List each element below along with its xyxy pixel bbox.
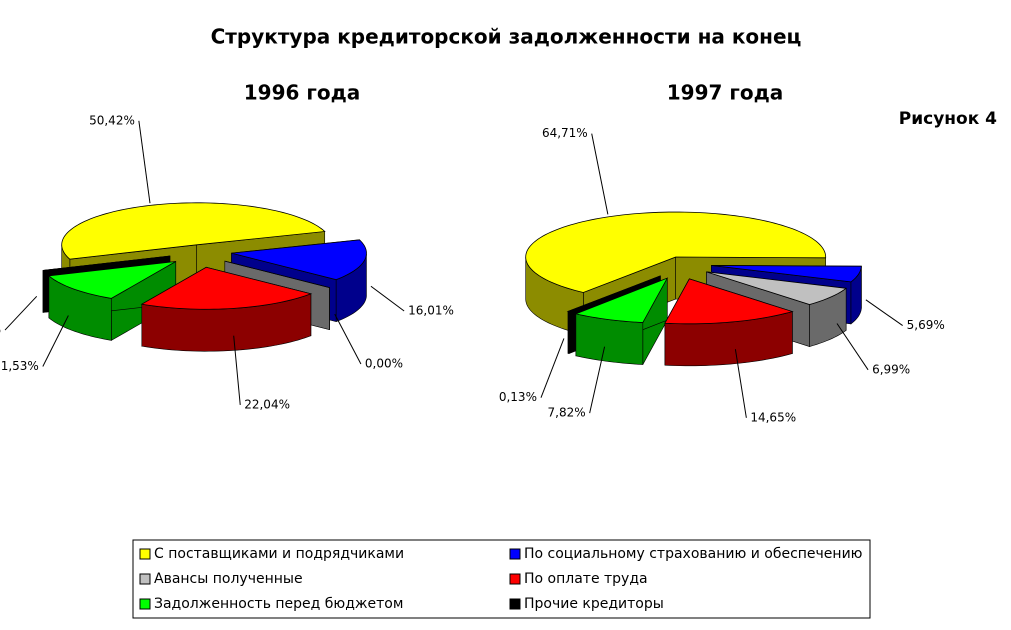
data-label: 22,04% <box>244 397 290 411</box>
leader-line <box>370 285 405 312</box>
pie-slice <box>140 266 313 310</box>
leader-line <box>591 133 609 215</box>
pie-slice <box>711 265 862 283</box>
data-label: 14,65% <box>750 410 796 424</box>
data-label: 64,71% <box>542 126 588 140</box>
leader-line <box>4 295 38 331</box>
leader-line <box>334 313 362 365</box>
legend-swatch <box>509 573 521 585</box>
leader-line <box>138 120 151 204</box>
pie-wall <box>567 310 570 354</box>
legend-label: Задолженность перед бюджетом <box>154 596 403 612</box>
data-label: 0,13% <box>499 390 537 404</box>
leader-line <box>233 335 241 406</box>
legend-swatch <box>509 598 521 610</box>
data-label: 50,42% <box>89 113 135 127</box>
legend-swatch <box>509 548 521 560</box>
data-label: 16,01% <box>408 304 454 318</box>
data-label: 0,00% <box>0 323 1 337</box>
pie-title: 1996 года <box>244 81 360 105</box>
figure-label: Рисунок 4 <box>899 109 997 129</box>
leader-line <box>836 323 869 371</box>
leader-line <box>42 315 69 367</box>
data-label: 7,82% <box>548 406 586 420</box>
chart-title: Структура кредиторской задолженности на … <box>211 25 802 49</box>
pie-slice <box>525 211 827 293</box>
leader-line <box>865 299 903 326</box>
data-label: 0,00% <box>365 356 403 370</box>
pie-slice <box>224 260 330 289</box>
pie-slice <box>664 278 794 325</box>
pie-slice <box>706 271 848 305</box>
pie-slice <box>47 261 176 299</box>
pie-slice <box>61 202 326 260</box>
legend-label: С поставщиками и подрядчиками <box>154 546 404 562</box>
legend-swatch <box>139 548 151 560</box>
data-label: 6,99% <box>872 362 910 376</box>
legend-swatch <box>139 598 151 610</box>
pie-slice <box>574 277 669 323</box>
legend-swatch <box>139 573 151 585</box>
legend-label: Прочие кредиторы <box>524 596 664 612</box>
legend-label: По социальному страхованию и обеспечению <box>524 546 863 562</box>
legend-label: Авансы полученные <box>154 571 303 587</box>
pie-slice <box>43 255 170 271</box>
legend-label: По оплате труда <box>524 571 648 587</box>
leader-line <box>734 349 747 418</box>
pie-title: 1997 года <box>667 81 783 105</box>
leader-line <box>540 338 565 398</box>
data-label: 11,53% <box>0 359 39 373</box>
leader-line <box>589 346 606 414</box>
pie-slice <box>231 239 367 281</box>
data-label: 5,69% <box>907 318 945 332</box>
legend <box>132 539 871 619</box>
pie-slice <box>566 275 661 313</box>
